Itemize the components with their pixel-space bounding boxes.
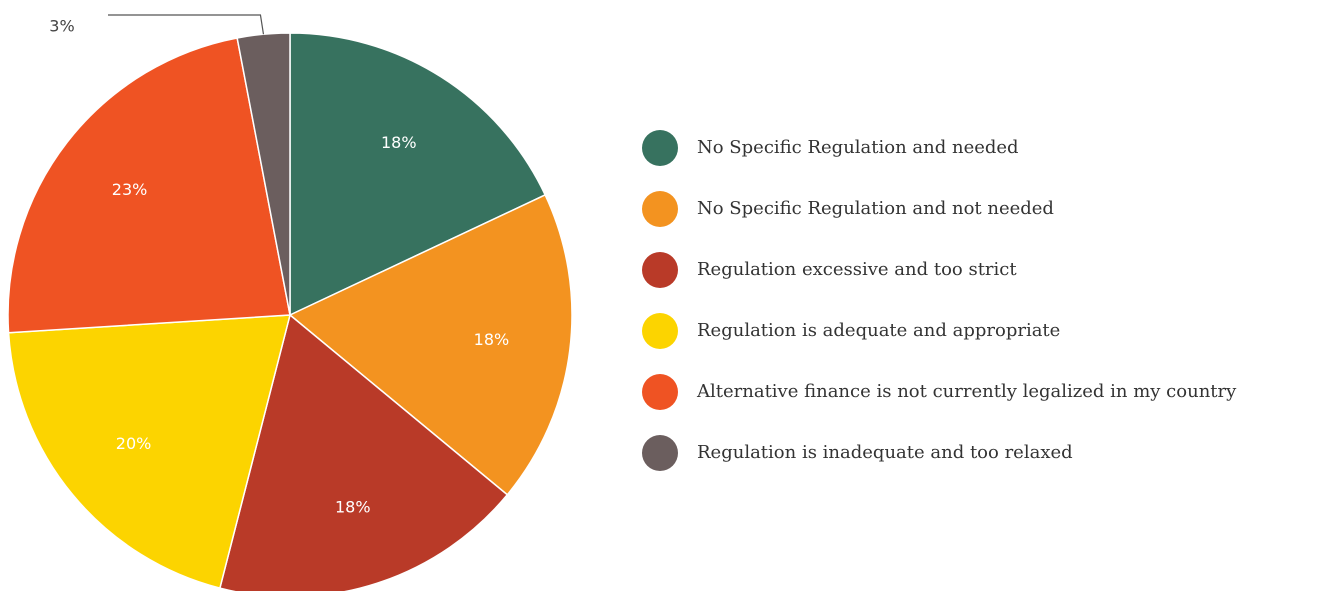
- legend-label: No Specific Regulation and not needed: [697, 198, 1054, 219]
- legend-swatch: [642, 130, 678, 166]
- legend-label: No Specific Regulation and needed: [697, 137, 1019, 158]
- legend-swatch: [642, 191, 678, 227]
- pie-slice: [218, 313, 509, 591]
- value-label: 18%: [335, 498, 371, 517]
- pie-slice: [7, 37, 291, 334]
- legend-label: Regulation is inadequate and too relaxed: [697, 442, 1073, 463]
- legend-swatch: [642, 313, 678, 349]
- value-label: 18%: [474, 330, 510, 349]
- value-label: 20%: [116, 434, 152, 453]
- legend-swatch: [642, 252, 678, 288]
- legend-swatch: [642, 374, 678, 410]
- legend-label: Regulation is adequate and appropriate: [697, 320, 1060, 341]
- pie-slice: [7, 314, 291, 590]
- value-label: 23%: [112, 180, 148, 199]
- legend-label: Regulation excessive and too strict: [697, 259, 1017, 280]
- legend-swatch: [642, 435, 678, 471]
- leader-line: [108, 14, 265, 35]
- pie-slice: [288, 193, 573, 496]
- value-label: 18%: [381, 133, 417, 152]
- pie-slice: [289, 32, 547, 317]
- legend-label: Alternative finance is not currently leg…: [696, 381, 1237, 402]
- value-label: 3%: [49, 17, 74, 36]
